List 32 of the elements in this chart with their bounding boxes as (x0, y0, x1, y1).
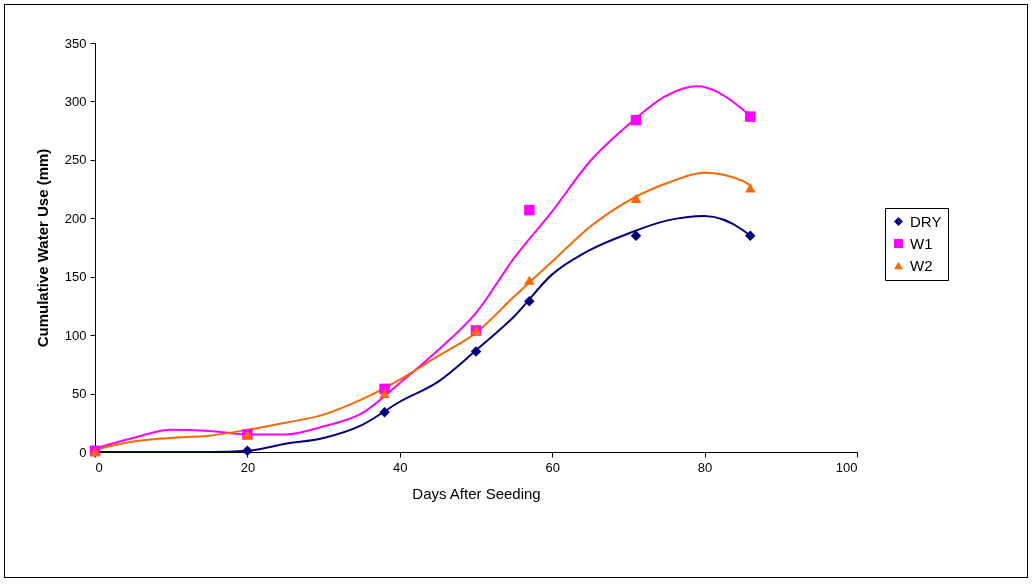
y-tick-label: 150 (64, 269, 87, 285)
point (524, 204, 535, 216)
y-tick-label: 300 (64, 93, 87, 109)
x-tick-label: 40 (393, 459, 408, 475)
x-tick-label: 100 (835, 459, 858, 475)
y-tick-label: 50 (72, 386, 87, 402)
point (630, 230, 642, 242)
x-tick-label: 20 (240, 459, 256, 475)
x-tick-label: 60 (545, 459, 560, 475)
point (745, 183, 756, 193)
point (470, 346, 482, 357)
y-tick-label: 350 (64, 35, 87, 51)
point (379, 407, 390, 418)
y-tick-label: 100 (64, 327, 87, 343)
point (379, 389, 390, 399)
legend-label: W1 (910, 234, 933, 252)
point (242, 445, 253, 457)
legend-label: DRY (910, 212, 942, 230)
point (524, 296, 535, 307)
point (745, 111, 756, 122)
point (630, 193, 642, 203)
y-tick-label: 250 (64, 152, 87, 168)
point (745, 230, 756, 242)
legend-label: W2 (910, 256, 933, 274)
y-tick-label: 0 (79, 444, 87, 460)
point (524, 275, 535, 285)
x-tick-label: 0 (95, 459, 103, 475)
y-tick-label: 200 (64, 210, 87, 226)
x-tick-label: 80 (697, 459, 713, 475)
x-axis-title: Days After Seeding (412, 484, 541, 502)
point (630, 114, 642, 126)
y-axis-title: Cumulative Water Use (mm) (33, 148, 51, 348)
